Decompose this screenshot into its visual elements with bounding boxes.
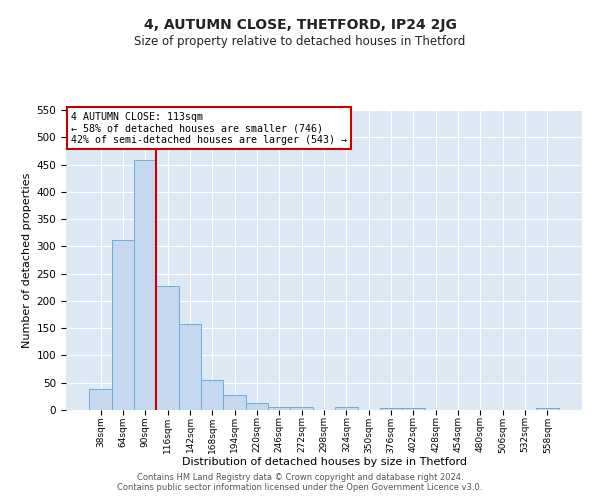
Bar	[223, 396, 246, 410]
Bar	[89, 390, 112, 410]
Bar	[268, 408, 290, 410]
X-axis label: Distribution of detached houses by size in Thetford: Distribution of detached houses by size …	[182, 457, 467, 467]
Bar	[380, 408, 402, 410]
Bar	[112, 240, 134, 410]
Text: 4 AUTUMN CLOSE: 113sqm
← 58% of detached houses are smaller (746)
42% of semi-de: 4 AUTUMN CLOSE: 113sqm ← 58% of detached…	[71, 112, 347, 144]
Text: Contains public sector information licensed under the Open Government Licence v3: Contains public sector information licen…	[118, 484, 482, 492]
Bar	[290, 408, 313, 410]
Bar	[134, 160, 157, 410]
Text: 4, AUTUMN CLOSE, THETFORD, IP24 2JG: 4, AUTUMN CLOSE, THETFORD, IP24 2JG	[143, 18, 457, 32]
Y-axis label: Number of detached properties: Number of detached properties	[22, 172, 32, 348]
Bar	[246, 404, 268, 410]
Text: Contains HM Land Registry data © Crown copyright and database right 2024.: Contains HM Land Registry data © Crown c…	[137, 472, 463, 482]
Bar	[157, 286, 179, 410]
Bar	[335, 408, 358, 410]
Bar	[536, 408, 559, 410]
Bar	[179, 324, 201, 410]
Bar	[201, 380, 223, 410]
Text: Size of property relative to detached houses in Thetford: Size of property relative to detached ho…	[134, 35, 466, 48]
Bar	[402, 408, 425, 410]
